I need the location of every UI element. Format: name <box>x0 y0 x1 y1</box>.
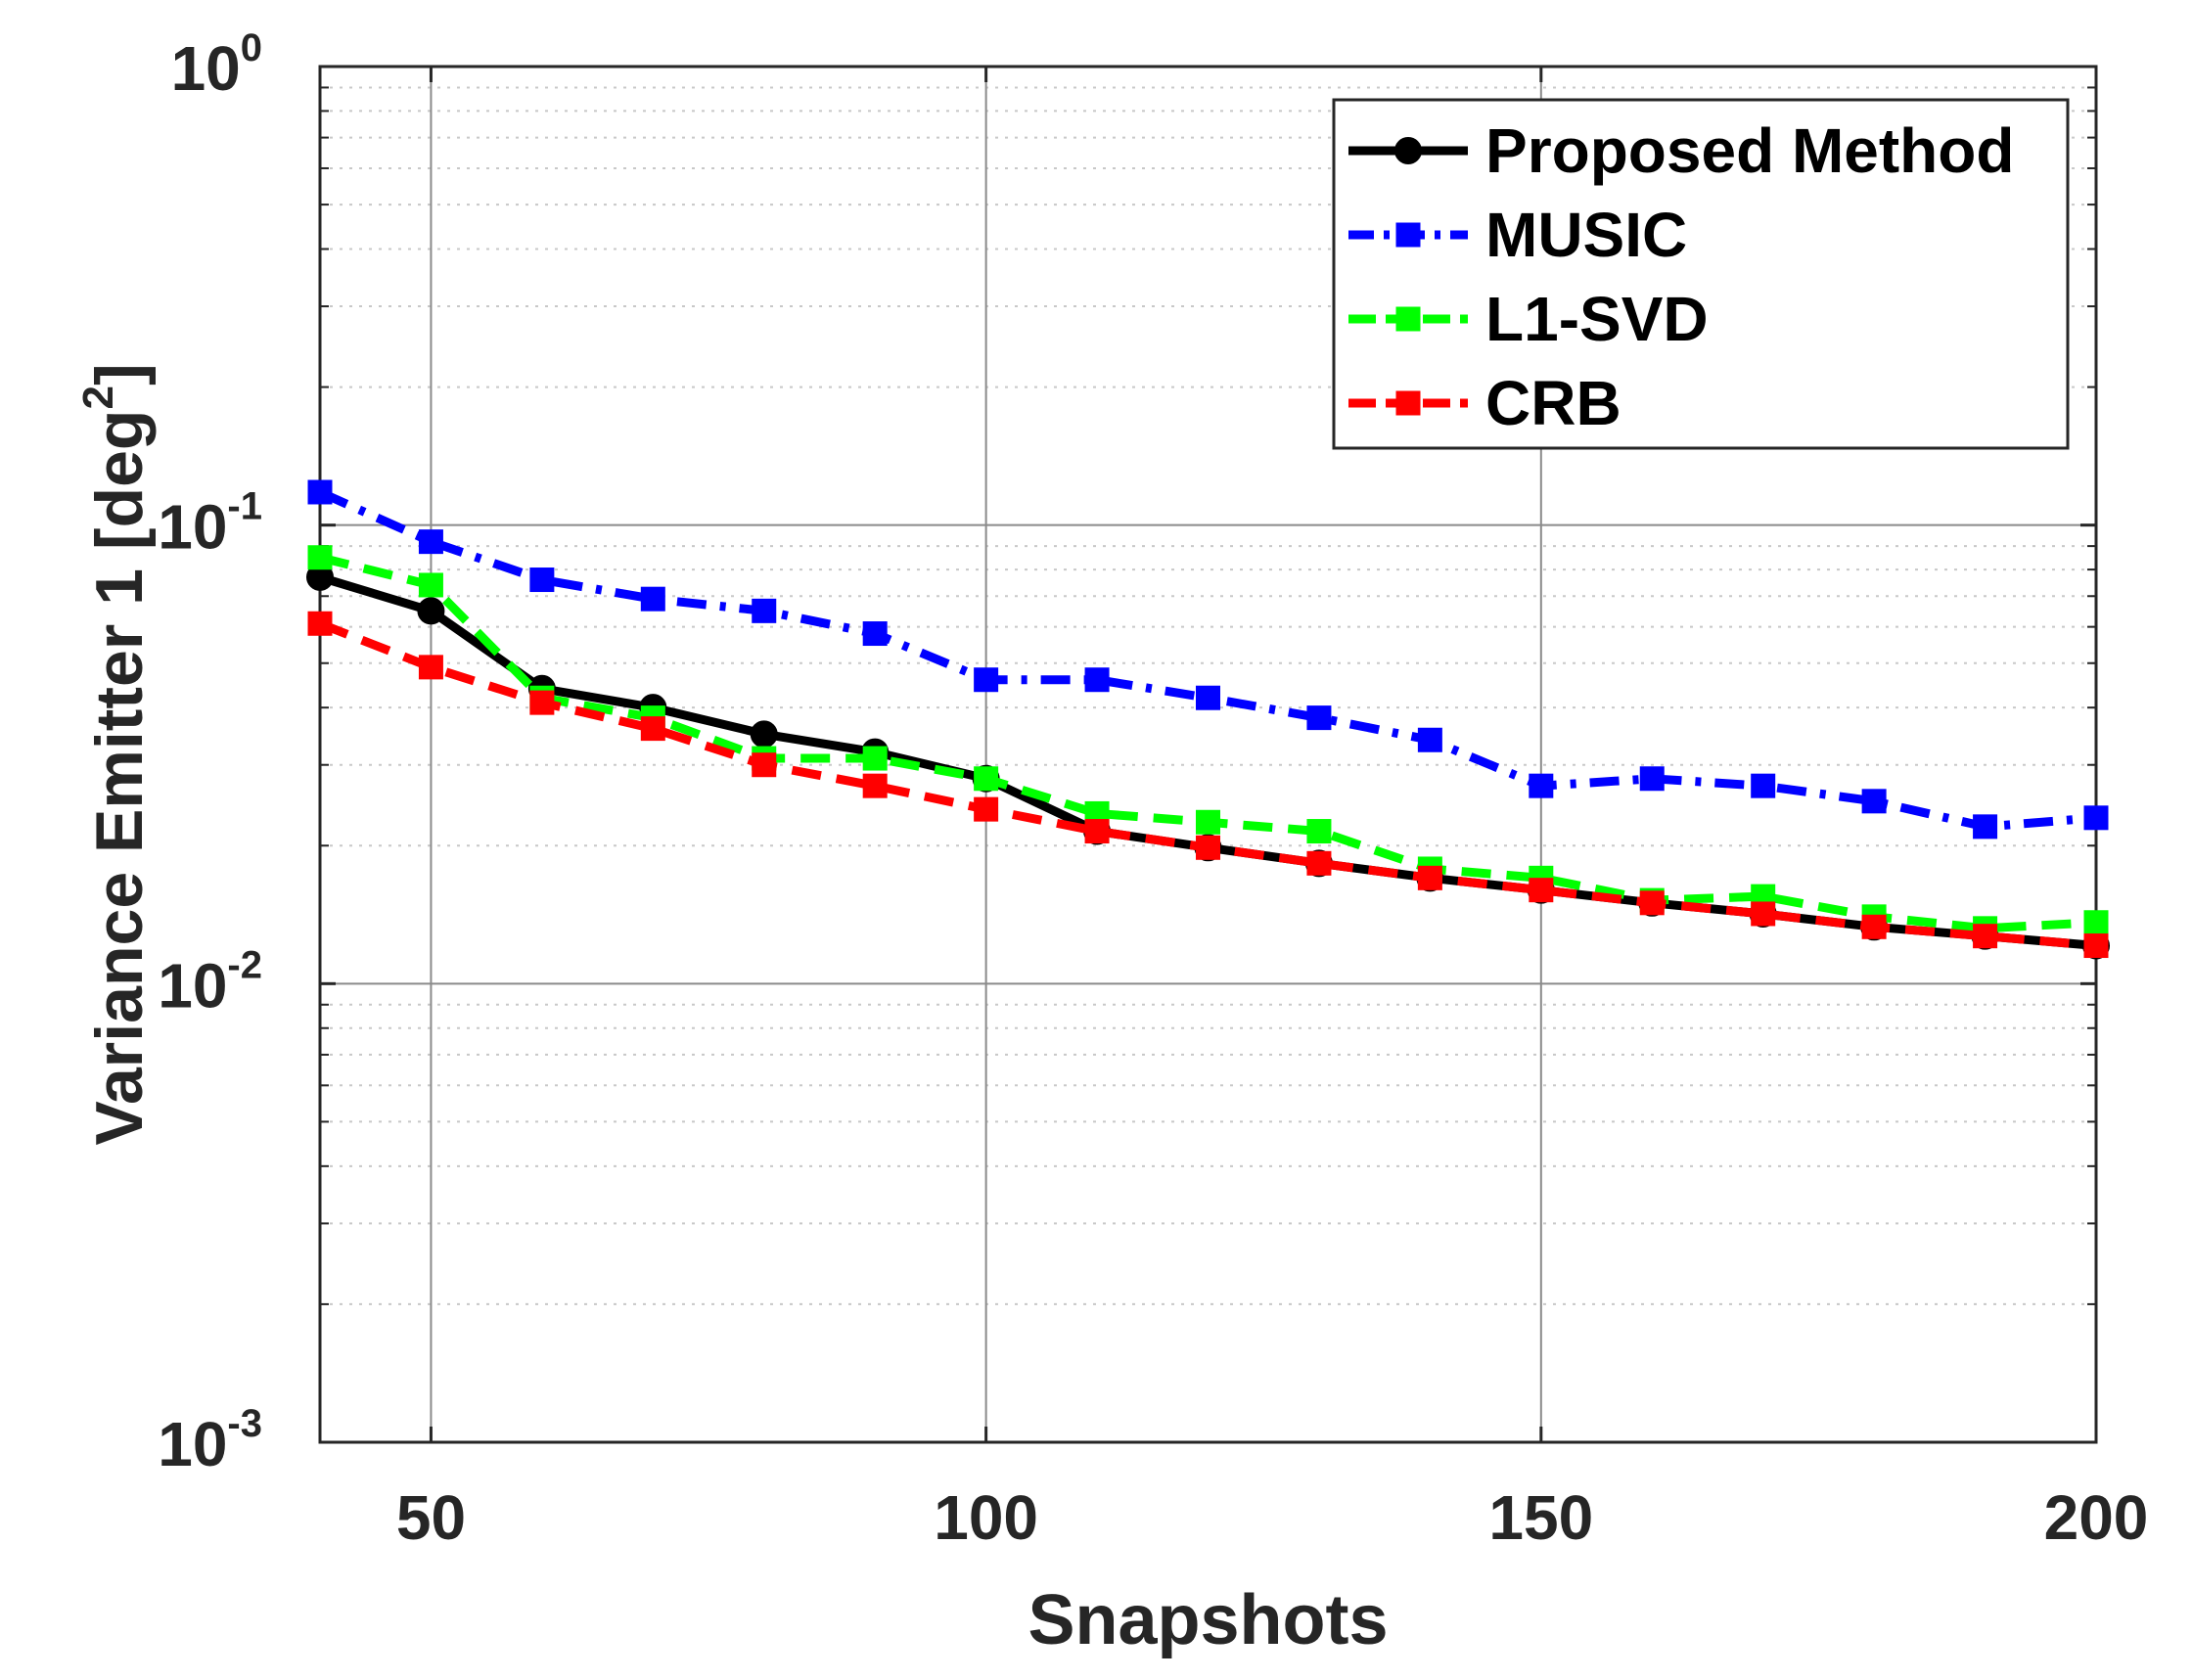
data-point-crb <box>307 611 333 636</box>
data-point-crb <box>862 773 888 798</box>
legend-marker-proposed-method <box>1394 137 1422 164</box>
data-point-proposed-method <box>750 720 778 749</box>
x-tick-label: 150 <box>1488 1482 1593 1553</box>
x-axis-label: Snapshots <box>1028 1581 1388 1659</box>
data-point-music <box>529 568 555 593</box>
y-tick-label: 10-2 <box>158 943 262 1021</box>
data-point-music <box>1196 685 1220 710</box>
x-tick-label: 50 <box>396 1482 466 1553</box>
data-point-crb <box>1084 819 1110 844</box>
legend: Proposed Method MUSIC L1-SVD CRB <box>1332 98 2070 450</box>
legend-label-proposed-method: Proposed Method <box>1485 115 2014 186</box>
data-point-crb <box>752 752 777 778</box>
data-point-music <box>1751 773 1776 798</box>
data-point-l1-svd <box>974 766 999 792</box>
data-point-crb <box>2083 933 2109 959</box>
data-point-crb <box>1751 901 1776 927</box>
data-point-crb <box>1529 878 1554 903</box>
data-point-l1-svd <box>1196 809 1220 835</box>
data-point-l1-svd <box>862 746 888 771</box>
series-line-proposed-method <box>318 572 2097 950</box>
data-point-music <box>1973 814 1998 840</box>
data-point-music <box>307 479 333 505</box>
axis-labels: 10-3 10-2 10-1 100 50 100 150 200 Snapshots Varia… <box>74 26 2148 1659</box>
data-point-music <box>1529 773 1554 798</box>
data-point-crb <box>1306 850 1332 876</box>
data-point-crb <box>1639 890 1665 916</box>
y-axis-label: Variance Emitter 1 [deg2] <box>74 363 157 1145</box>
data-point-music <box>974 667 999 693</box>
series-crb <box>307 611 2109 959</box>
data-point-music <box>862 621 888 647</box>
data-point-l1-svd <box>418 572 443 598</box>
data-point-crb <box>529 690 555 715</box>
series-l1-svd <box>307 545 2109 941</box>
axis-ticks <box>320 65 2098 1444</box>
data-point-l1-svd <box>307 545 333 570</box>
legend-box <box>1332 98 2070 450</box>
series-line-music <box>318 487 2097 832</box>
data-point-crb <box>1973 924 1998 949</box>
legend-label-l1-svd: L1-SVD <box>1485 284 1709 354</box>
data-point-crb <box>640 716 665 742</box>
series-proposed-method <box>306 563 2110 960</box>
series-line-crb <box>318 619 2097 950</box>
x-tick-label: 100 <box>934 1482 1038 1553</box>
x-tick-label: 200 <box>2044 1482 2149 1553</box>
data-point-music <box>2083 805 2109 831</box>
data-point-music <box>640 586 665 612</box>
data-point-crb <box>418 655 443 680</box>
series-music <box>307 479 2109 840</box>
data-point-music <box>1084 667 1110 693</box>
data-point-crb <box>974 796 999 822</box>
legend-marker-music <box>1395 222 1421 248</box>
data-point-crb <box>1861 914 1887 939</box>
legend-label-music: MUSIC <box>1485 200 1687 270</box>
data-point-crb <box>1417 865 1442 890</box>
legend-marker-crb <box>1395 390 1421 416</box>
data-point-music <box>1306 705 1332 731</box>
data-point-music <box>1861 789 1887 814</box>
series-layer <box>306 479 2110 960</box>
series-line-l1-svd <box>318 553 2097 933</box>
data-point-music <box>752 598 777 623</box>
y-tick-label: 10-1 <box>158 485 262 563</box>
data-point-crb <box>1196 835 1220 860</box>
data-point-music <box>1639 766 1665 792</box>
y-tick-label: 10-3 <box>158 1402 262 1479</box>
data-point-proposed-method <box>417 597 445 625</box>
data-point-music <box>418 529 443 555</box>
data-point-l1-svd <box>2083 910 2109 935</box>
y-tick-label: 100 <box>171 26 262 104</box>
legend-label-crb: CRB <box>1485 368 1621 438</box>
legend-marker-l1-svd <box>1395 306 1421 332</box>
data-point-music <box>1417 727 1442 752</box>
plot-area <box>318 65 2098 1444</box>
data-point-l1-svd <box>1306 819 1332 844</box>
